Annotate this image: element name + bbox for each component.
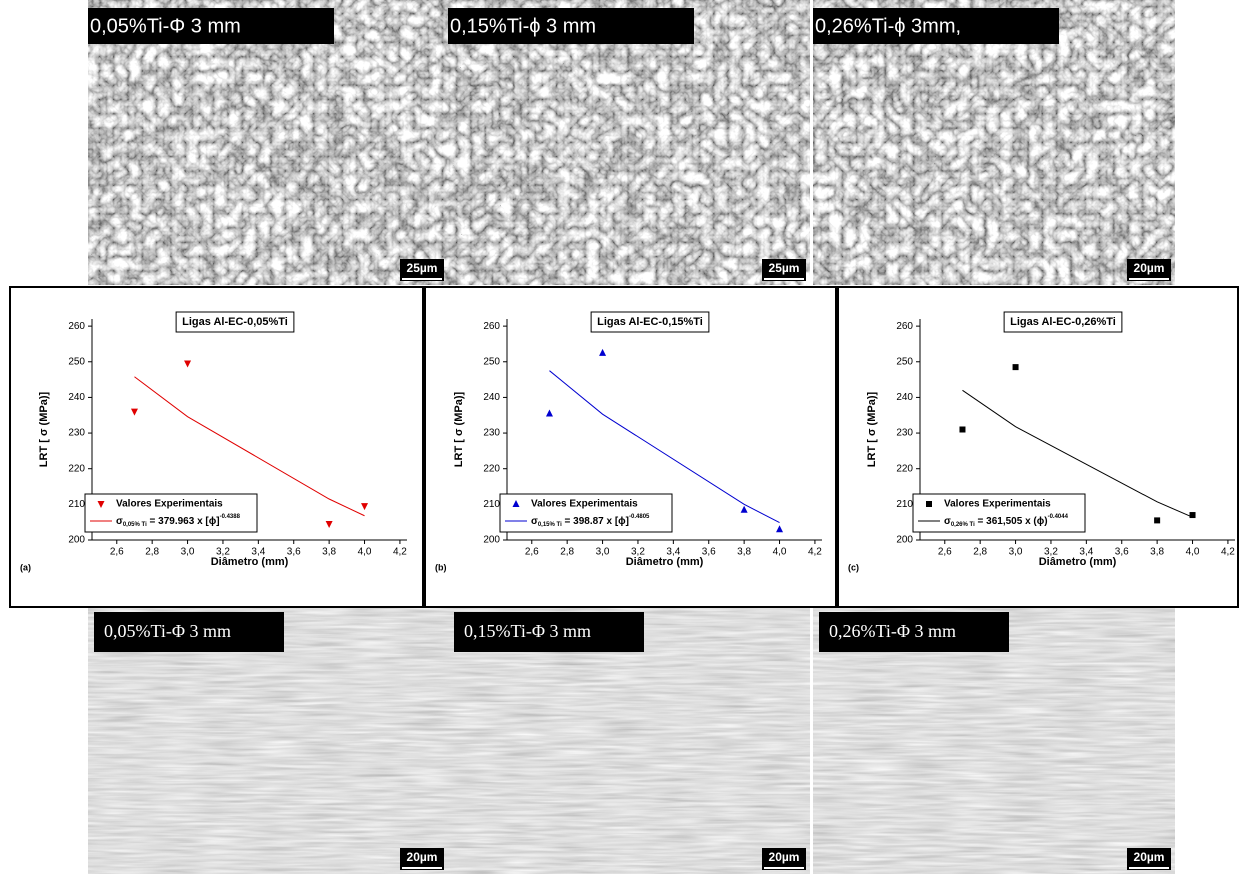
scale-label: 20µm (407, 850, 438, 864)
y-tick-label: 260 (483, 321, 500, 332)
data-point (776, 525, 783, 532)
x-tick-label: 3,8 (1150, 547, 1164, 558)
image-label: 0,15%Ti-ϕ 3 mm (450, 15, 596, 37)
data-point (599, 349, 606, 356)
x-tick-label: 3,8 (322, 547, 336, 558)
legend-label-part: -0.4388 (220, 514, 241, 520)
legend-label-part: = 398.87 x [ϕ] (562, 516, 629, 527)
scale-label: 20µm (769, 850, 800, 864)
y-tick-label: 210 (68, 499, 85, 510)
x-tick-label: 4,0 (358, 547, 372, 558)
y-tick-label: 250 (68, 356, 85, 367)
y-tick-label: 200 (68, 535, 85, 546)
legend-label: Valores Experimentais (116, 499, 223, 510)
y-axis-label: LRT [ σ (MPa)] (38, 391, 50, 467)
figure: 0,05%Ti-Φ 3 mm 25µm 0,15%Ti-ϕ 3 mm 25µm 0,26… (0, 0, 1239, 874)
legend-label-part: = 379.963 x [ϕ] (147, 516, 220, 527)
y-tick-label: 210 (483, 499, 500, 510)
panel-label: (c) (848, 562, 859, 572)
y-tick-label: 230 (896, 428, 913, 439)
x-axis-label: Diâmetro (mm) (211, 556, 289, 568)
y-tick-label: 200 (483, 535, 500, 546)
panel-label: (b) (435, 562, 447, 572)
x-tick-label: 4,2 (393, 547, 407, 558)
image-label: 0,26%Ti-ϕ 3mm, (815, 15, 961, 37)
legend-label-part: -0.4044 (1048, 514, 1069, 520)
scale-label: 20µm (1134, 850, 1165, 864)
x-tick-label: 3,6 (702, 547, 716, 558)
image-label: 0,05%Ti-Φ 3 mm (90, 15, 241, 37)
x-tick-label: 3,8 (737, 547, 751, 558)
y-tick-label: 250 (896, 356, 913, 367)
panel-label: (a) (20, 562, 31, 572)
data-point (184, 361, 191, 368)
y-tick-label: 240 (68, 392, 85, 403)
x-tick-label: 3,0 (181, 547, 195, 558)
x-tick-label: 2,6 (938, 547, 952, 558)
x-axis-label: Diâmetro (mm) (1039, 556, 1117, 568)
y-tick-label: 210 (896, 499, 913, 510)
x-tick-label: 3,6 (287, 547, 301, 558)
x-tick-label: 3,0 (596, 547, 610, 558)
y-axis-label: LRT [ σ (MPa)] (866, 391, 878, 467)
data-point (1013, 364, 1019, 370)
x-tick-label: 3,6 (1115, 547, 1129, 558)
legend-label-part: 0,05% Ti (123, 522, 147, 528)
x-tick-label: 2,8 (145, 547, 159, 558)
x-tick-label: 4,2 (808, 547, 822, 558)
y-tick-label: 250 (483, 356, 500, 367)
legend-label-part: 0,26% Ti (951, 522, 975, 528)
scale-label: 25µm (407, 261, 438, 275)
legend-label-part: 0,15% Ti (538, 522, 562, 528)
y-axis-label: LRT [ σ (MPa)] (453, 391, 465, 467)
x-tick-label: 2,6 (525, 547, 539, 558)
data-point (361, 503, 368, 510)
x-tick-label: 2,8 (560, 547, 574, 558)
x-tick-label: 4,0 (773, 547, 787, 558)
scale-label: 20µm (1134, 261, 1165, 275)
data-point (131, 409, 138, 416)
data-point (959, 427, 965, 433)
y-tick-label: 230 (483, 428, 500, 439)
data-point (741, 506, 748, 513)
legend-marker (926, 501, 932, 507)
chart-title: Ligas Al-EC-0,05%Ti (182, 316, 288, 328)
x-tick-label: 4,0 (1186, 547, 1200, 558)
image-label: 0,15%Ti-Φ 3 mm (464, 621, 591, 641)
image-label: 0,26%Ti-Φ 3 mm (829, 621, 956, 641)
y-tick-label: 220 (483, 463, 500, 474)
x-tick-label: 3,0 (1009, 547, 1023, 558)
legend-label: Valores Experimentais (944, 499, 1051, 510)
data-point (546, 409, 553, 416)
data-point (326, 521, 333, 528)
y-tick-label: 220 (68, 463, 85, 474)
y-tick-label: 240 (896, 392, 913, 403)
x-tick-label: 2,8 (973, 547, 987, 558)
y-tick-label: 220 (896, 463, 913, 474)
y-tick-label: 200 (896, 535, 913, 546)
scale-label: 25µm (769, 261, 800, 275)
legend-label: Valores Experimentais (531, 499, 638, 510)
y-tick-label: 260 (68, 321, 85, 332)
x-tick-label: 4,2 (1221, 547, 1235, 558)
y-tick-label: 260 (896, 321, 913, 332)
x-axis-label: Diâmetro (mm) (626, 556, 704, 568)
legend-label-part: -0.4805 (629, 514, 650, 520)
legend-label-part: = 361,505 x (ϕ) (975, 516, 1048, 527)
y-tick-label: 230 (68, 428, 85, 439)
y-tick-label: 240 (483, 392, 500, 403)
chart-title: Ligas Al-EC-0,15%Ti (597, 316, 703, 328)
image-label: 0,05%Ti-Φ 3 mm (104, 621, 231, 641)
x-tick-label: 2,6 (110, 547, 124, 558)
data-point (1154, 517, 1160, 523)
chart-title: Ligas Al-EC-0,26%Ti (1010, 316, 1116, 328)
